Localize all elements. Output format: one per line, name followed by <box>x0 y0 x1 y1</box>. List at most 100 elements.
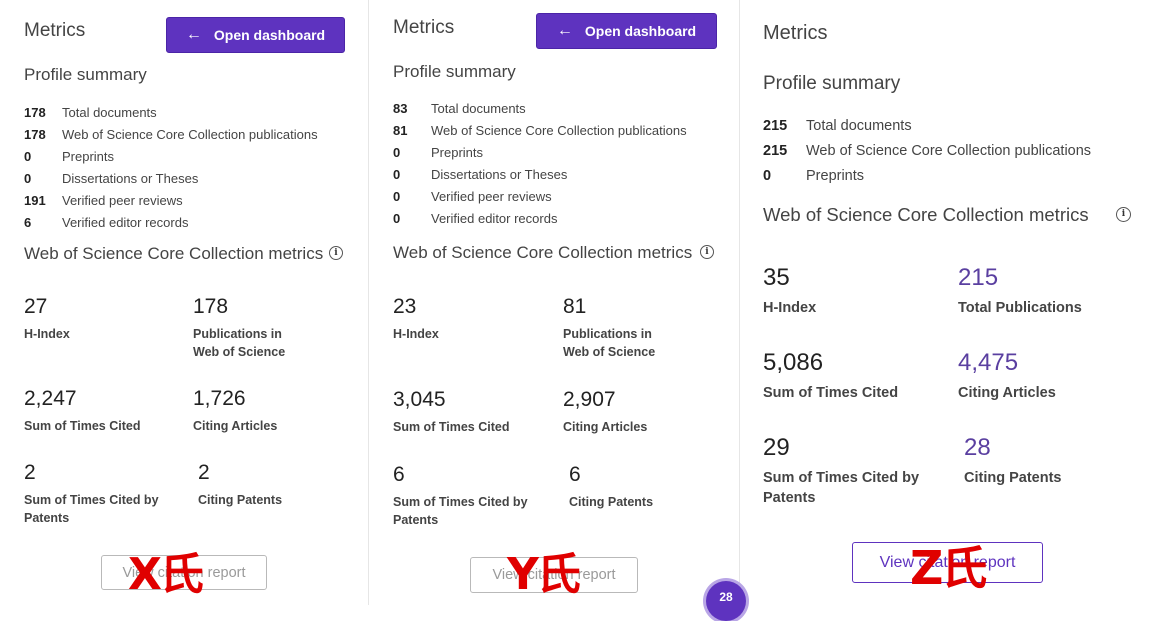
metric-label: Citing Patents <box>964 470 1062 486</box>
profile-summary-title: Profile summary <box>393 62 516 81</box>
stat-label: Preprints <box>806 167 865 184</box>
stat-row: 0 Dissertations or Theses <box>24 167 318 189</box>
stat-row: 178 Web of Science Core Collection public… <box>24 123 318 145</box>
profile-stats-list: 178 Total documents 178 Web of Science Cor… <box>24 101 318 233</box>
profile-stats-list: 215 Total documents 215 Web of Science Cor… <box>763 113 1091 188</box>
wos-metrics-title: Web of Science Core Collection metrics <box>24 244 324 263</box>
info-icon[interactable]: i <box>700 245 714 259</box>
stat-number: 215 <box>763 142 788 159</box>
metric-value: 2,907 <box>563 388 616 411</box>
stat-label: Verified editor records <box>431 210 558 226</box>
stat-label: Verified peer reviews <box>431 188 552 204</box>
stat-number: 83 <box>393 100 408 116</box>
stat-label: Preprints <box>62 148 115 164</box>
metric-value: 215 <box>958 264 999 291</box>
stat-row: 81 Web of Science Core Collection publica… <box>393 119 687 141</box>
arrow-left-icon: ← <box>556 22 573 39</box>
stat-row: 83 Total documents <box>393 97 687 119</box>
metric-value: 29 <box>763 434 790 461</box>
metric-label: Sum of Times Cited by Patents <box>393 495 528 527</box>
info-icon[interactable]: i <box>1116 207 1131 222</box>
metric-value: 3,045 <box>393 388 446 411</box>
metrics-panel-x: Metrics ← Open dashboard Profile summary… <box>0 0 368 605</box>
metric-times-cited-patents: 29 Sum of Times Cited by Patents <box>763 434 933 508</box>
metric-citing-patents: 28 Citing Patents <box>964 434 1061 488</box>
metric-label: Sum of Times Cited <box>24 419 141 433</box>
stat-label: Verified editor records <box>62 214 189 230</box>
open-dashboard-button[interactable]: ← Open dashboard <box>166 17 345 53</box>
stat-label: Total documents <box>431 100 526 116</box>
metric-citing-patents: 6 Citing Patents <box>569 463 653 511</box>
profile-summary-title: Profile summary <box>24 65 147 84</box>
stat-label: Preprints <box>431 144 484 160</box>
metric-label: Total Publications <box>958 300 1082 316</box>
stat-number: 0 <box>393 144 401 160</box>
metric-label: Sum of Times Cited <box>763 385 899 401</box>
metric-times-cited: 5,086 Sum of Times Cited <box>763 349 898 403</box>
metric-publications: 178 Publications in Web of Science <box>193 295 303 361</box>
open-dashboard-button[interactable]: ← Open dashboard <box>536 13 717 49</box>
metric-label: Citing Articles <box>193 419 278 433</box>
metric-value: 23 <box>393 295 417 318</box>
metric-publications: 81 Publications in Web of Science <box>563 295 673 361</box>
metric-times-cited: 2,247 Sum of Times Cited <box>24 387 140 435</box>
metric-value: 2,247 <box>24 387 77 410</box>
metric-value: 27 <box>24 295 48 318</box>
metrics-panel-y: Metrics ← Open dashboard Profile summary… <box>369 0 739 605</box>
metric-value: 1,726 <box>193 387 246 410</box>
metric-citing-patents: 2 Citing Patents <box>198 461 282 509</box>
stat-label: Web of Science Core Collection publicati… <box>62 126 318 142</box>
view-citation-report-button[interactable]: View citation report <box>470 557 638 593</box>
view-citation-report-button[interactable]: View citation report <box>101 555 267 590</box>
stat-number: 0 <box>393 210 401 226</box>
metric-label: Citing Patents <box>569 495 654 509</box>
stat-row: 0 Preprints <box>24 145 318 167</box>
profile-summary-title: Profile summary <box>763 73 901 94</box>
metrics-title: Metrics <box>763 22 828 44</box>
metric-h-index: 23 H-Index <box>393 295 439 343</box>
panel-divider <box>368 0 369 605</box>
stat-number: 191 <box>24 192 46 208</box>
metrics-panel-z: Metrics Profile summary 215 Total documen… <box>740 0 1174 605</box>
stat-row: 0 Verified peer reviews <box>393 185 687 207</box>
metric-times-cited-patents: 2 Sum of Times Cited by Patents <box>24 461 174 527</box>
metric-times-cited: 3,045 Sum of Times Cited <box>393 388 509 436</box>
stat-row: 0 Verified editor records <box>393 207 687 229</box>
metric-value: 4,475 <box>958 349 1019 376</box>
wos-metrics-title: Web of Science Core Collection metrics <box>763 204 1089 225</box>
metric-h-index: 27 H-Index <box>24 295 70 343</box>
metric-citing-articles: 4,475 Citing Articles <box>958 349 1056 403</box>
metric-citing-articles: 2,907 Citing Articles <box>563 388 647 436</box>
metric-label: H-Index <box>24 327 70 341</box>
info-icon[interactable]: i <box>329 246 343 260</box>
view-citation-report-button[interactable]: View citation report <box>852 542 1043 583</box>
stat-label: Verified peer reviews <box>62 192 183 208</box>
page-count-badge[interactable]: 28 <box>706 581 746 621</box>
metric-label: Sum of Times Cited <box>393 420 510 434</box>
stat-label: Total documents <box>806 117 912 134</box>
metric-value: 178 <box>193 295 229 318</box>
metric-label: Sum of Times Cited by Patents <box>24 493 159 525</box>
stat-label: Dissertations or Theses <box>62 170 199 186</box>
metric-label: Citing Patents <box>198 493 283 507</box>
metric-value: 35 <box>763 264 790 291</box>
stat-number: 0 <box>393 166 401 182</box>
stat-number: 0 <box>24 170 32 186</box>
metric-label: Sum of Times Cited by Patents <box>763 470 920 506</box>
stat-number: 178 <box>24 126 46 142</box>
metric-value: 6 <box>569 463 581 486</box>
stat-row: 0 Preprints <box>393 141 687 163</box>
metrics-title: Metrics <box>24 20 86 41</box>
metrics-title: Metrics <box>393 17 455 38</box>
stat-row: 191 Verified peer reviews <box>24 189 318 211</box>
stat-row: 215 Total documents <box>763 113 1091 138</box>
stat-label: Total documents <box>62 104 157 120</box>
stat-number: 6 <box>24 214 32 230</box>
profile-stats-list: 83 Total documents 81 Web of Science Core … <box>393 97 687 229</box>
open-dashboard-label: Open dashboard <box>213 27 326 43</box>
stat-number: 0 <box>393 188 401 204</box>
wos-metrics-title: Web of Science Core Collection metrics <box>393 243 693 262</box>
open-dashboard-label: Open dashboard <box>584 23 697 39</box>
metric-label: Publications in Web of Science <box>563 327 656 359</box>
stat-label: Web of Science Core Collection publicati… <box>431 122 687 138</box>
